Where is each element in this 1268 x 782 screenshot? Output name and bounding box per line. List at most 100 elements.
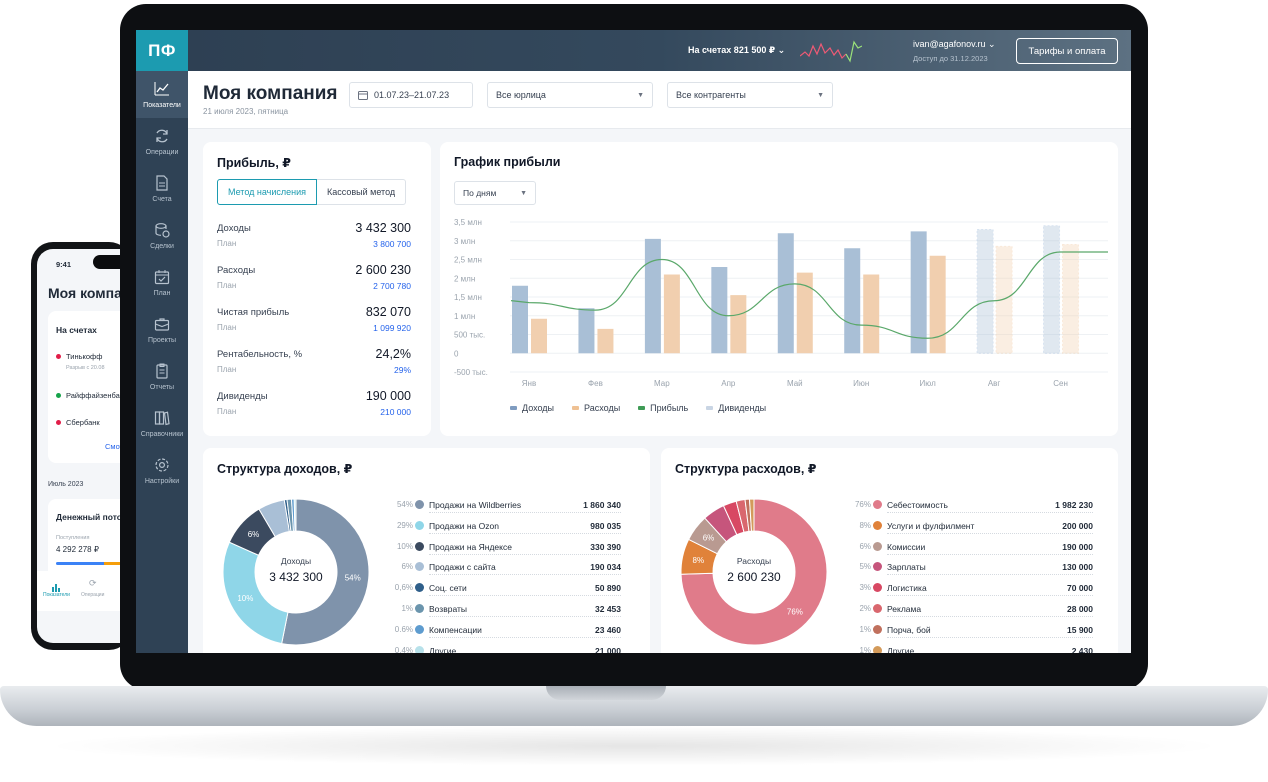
donut-slice[interactable] [680,498,828,646]
bar-expense[interactable] [863,274,880,354]
balance-sparkline [800,40,862,63]
sidebar-item-projects[interactable]: Проекты [136,306,188,353]
structure-percent: 54% [396,500,413,509]
structure-amount: 130 000 [1062,562,1093,573]
chevron-down-icon: ⌄ [777,45,786,55]
sidebar-item-reports[interactable]: Отчеты [136,353,188,400]
structure-percent: 0.4% [394,645,413,653]
structure-divider [429,553,621,555]
structure-row[interactable]: 6% Комиссии 190 000 [849,541,1093,555]
structure-divider [429,636,621,638]
structure-row[interactable]: 1% Возвраты 32 453 [391,603,621,617]
bar-income[interactable] [512,285,528,354]
top-bar: На счетах 821 500 ₽ ⌄ ivan@agafonov.ru ⌄… [188,30,1131,71]
phone-accounts-card[interactable]: На счетах Тинькофф Разрыв с 20.08 Райффа… [48,311,120,463]
caret-down-icon: ▼ [637,91,644,99]
counterparty-filter-select[interactable]: Все контрагенты ▼ [667,82,833,108]
profit-line[interactable] [510,251,1108,339]
y-tick-label: -500 тыс. [454,368,488,377]
bar-income[interactable] [578,308,595,354]
bar-expense[interactable] [1062,244,1080,354]
structure-row[interactable]: 29% Продажи на Ozon 980 035 [391,520,621,534]
structure-row[interactable]: 6% Продажи с сайта 190 034 [391,561,621,576]
income-structure-title: Структура доходов, ₽ [217,462,353,476]
phone-more-link[interactable]: Смотреть все [105,442,120,451]
accrual-method-tab[interactable]: Метод начисления [217,179,318,205]
bar-income[interactable] [1043,225,1061,354]
sidebar-item-operations[interactable]: Операции [136,118,188,165]
bar-income[interactable] [644,238,661,354]
sidebar-item-label: Проекты [147,336,177,344]
phone-bank-item[interactable]: Сбербанк [56,418,100,427]
date-range-picker[interactable]: 01.07.23–21.07.23 [349,82,473,108]
period-select[interactable]: По дням ▼ [454,181,536,205]
x-tick-label: Май [787,379,803,388]
structure-percent: 10% [396,541,413,551]
structure-row[interactable]: 0,6% Соц. сети 50 890 [391,582,621,597]
structure-percent: 76% [854,500,871,509]
sidebar-item-accounts[interactable]: Счета [136,165,188,212]
structure-row[interactable]: 3% Логистика 70 000 [849,582,1093,597]
legend-item-dividends[interactable]: Дивиденды [706,403,766,413]
bar-income[interactable] [777,233,794,354]
sidebar-item-plan[interactable]: План [136,259,188,306]
bar-income[interactable] [910,231,927,354]
bar-expense[interactable] [929,255,946,354]
sidebar-item-deals[interactable]: Сделки [136,212,188,259]
donut-slice-label: 6% [248,530,260,539]
structure-row[interactable]: 10% Продажи на Яндексе 330 390 [391,541,621,555]
y-tick-label: 0 [454,349,459,358]
structure-row[interactable]: 2% Реклама 28 000 [849,603,1093,617]
structure-color-dot [415,604,424,613]
app-logo[interactable]: ПФ [136,30,188,71]
structure-name: Продажи на Ozon [429,520,499,531]
structure-row[interactable]: 5% Зарплаты 130 000 [849,561,1093,576]
structure-amount: 32 453 [595,604,621,614]
sidebar-item-indicators[interactable]: Показатели [136,71,188,118]
phone-bank-item[interactable]: Райффайзенбанк [56,391,120,400]
structure-row[interactable]: 1% Порча, бой 15 900 [849,624,1093,638]
structure-row[interactable]: 0.4% Другие 21 000 [391,645,621,653]
tariff-button[interactable]: Тарифы и оплата [1016,38,1118,64]
legend-item-income[interactable]: Доходы [510,403,554,413]
caret-down-icon: ▼ [520,189,527,197]
sidebar-item-references[interactable]: Справочники [136,400,188,447]
chart-bar-icon[interactable] [52,579,60,592]
balance-dropdown[interactable]: На счетах 821 500 ₽ ⌄ [688,45,786,55]
refresh-icon[interactable]: ⟳ [89,578,97,588]
legend-item-profit[interactable]: Прибыль [638,403,688,413]
phone-screen: 9:41 Моя компания На счетах Тинькофф Раз… [37,249,120,643]
donut-slice[interactable] [281,498,370,646]
bar-income[interactable] [711,267,728,354]
phone-bank-item[interactable]: Тинькофф [56,352,102,361]
donut-slice[interactable] [222,541,289,645]
phone-tab-label[interactable]: Операции [81,592,105,598]
cash-method-tab[interactable]: Кассовый метод [317,179,407,205]
donut-slice[interactable] [293,498,297,532]
bar-expense[interactable] [663,274,680,354]
structure-row[interactable]: 1% Другие 2 430 [849,645,1093,653]
structure-row[interactable]: 54% Продажи на Wildberries 1 860 340 [391,499,621,513]
structure-percent: 1% [859,645,871,653]
user-menu[interactable]: ivan@agafonov.ru ⌄ Доступ до 31.12.2023 [913,39,996,63]
bar-expense[interactable] [995,245,1013,354]
bar-expense[interactable] [730,295,747,354]
bar-expense[interactable] [597,328,614,354]
bar-income[interactable] [976,229,994,354]
bar-expense[interactable] [796,272,813,354]
structure-row[interactable]: 0.6% Компенсации 23 460 [391,624,621,638]
legend-item-expenses[interactable]: Расходы [572,403,620,413]
page-header: Моя компания 21 июля 2023, пятница 01.07… [188,71,1131,129]
expense-donut-value: 2 600 230 [727,570,781,584]
structure-row[interactable]: 76% Себестоимость 1 982 230 [849,499,1093,513]
bar-income[interactable] [844,248,861,354]
bar-expense[interactable] [531,318,547,354]
y-tick-label: 3 млн [454,237,475,246]
sidebar-item-label: Сделки [150,242,174,250]
entity-filter-select[interactable]: Все юрлица ▼ [487,82,653,108]
phone-tab-label[interactable]: Показатели [43,592,70,598]
x-tick-label: Июн [853,379,869,388]
sidebar-item-settings[interactable]: Настройки [136,447,188,494]
donut-slice[interactable] [748,498,755,532]
structure-row[interactable]: 8% Услуги и фулфилмент 200 000 [849,520,1093,534]
